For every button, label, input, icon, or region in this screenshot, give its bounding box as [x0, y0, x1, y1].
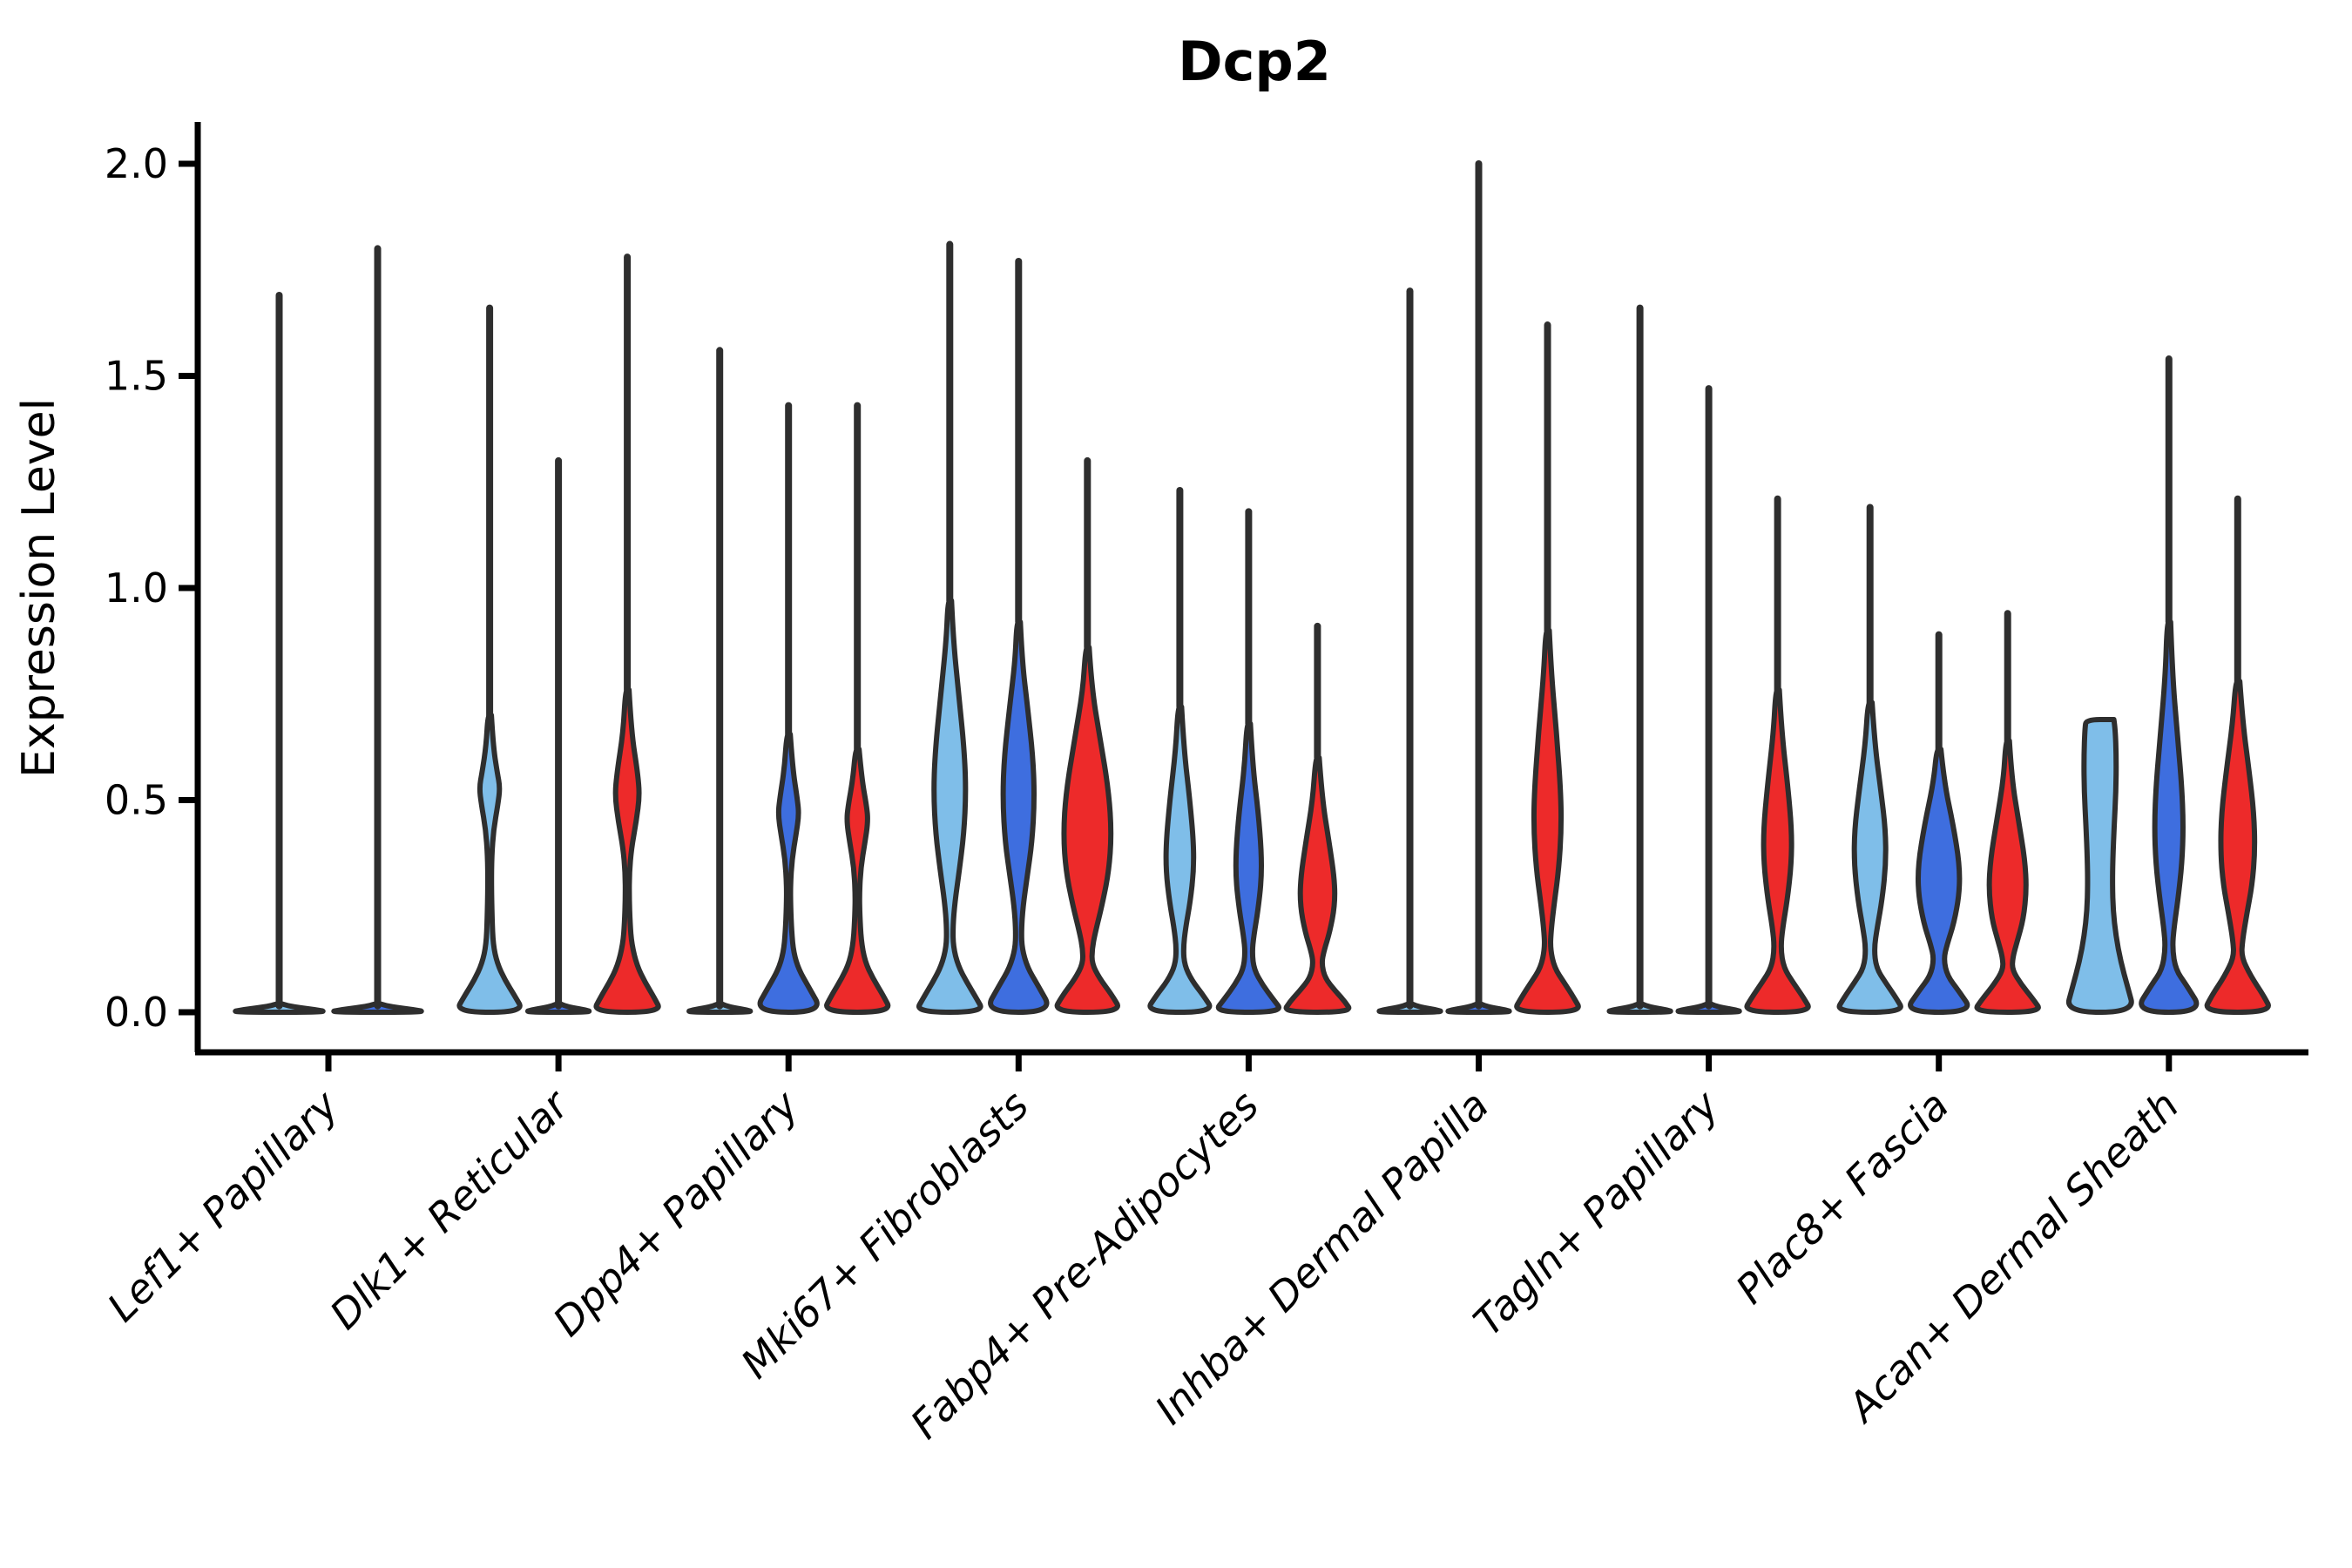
violin-inhba-dermal-papilla-dark-blue [1445, 160, 1512, 1015]
violin-mki67-fibroblasts-light-blue [916, 240, 983, 1015]
violin-body [1974, 738, 2041, 1015]
violin-dlk1-reticular-dark-blue [524, 456, 592, 1015]
violin-body [916, 598, 983, 1015]
violin-tagln-papillary-dark-blue [1675, 385, 1742, 1015]
x-tick-label: Lef1+ Papillary [98, 1081, 348, 1330]
violin-acan-dermal-sheath-light-blue [2065, 717, 2134, 1015]
y-axis-label: Expression Level [13, 398, 65, 778]
violin-tagln-papillary-red [1744, 495, 1811, 1015]
violin-body [1054, 645, 1120, 1015]
x-tick-label: Plac8+ Fascia [1727, 1082, 1957, 1313]
violin-mki67-fibroblasts-dark-blue [988, 258, 1050, 1015]
violin-dpp4-papillary-dark-blue [757, 402, 820, 1015]
y-tick-label: 0.5 [105, 777, 168, 824]
violin-dlk1-reticular-light-blue [456, 304, 523, 1015]
violin-body [988, 619, 1050, 1015]
x-tick-label: Dpp4+ Papillary [544, 1081, 808, 1345]
violin-body [2065, 717, 2134, 1015]
violin-plac8-fascia-dark-blue [1908, 631, 1970, 1015]
violin-fabp4-pre-adipocytes-light-blue [1147, 486, 1213, 1015]
violin-body [2204, 679, 2271, 1015]
y-tick-label: 1.5 [105, 353, 168, 400]
violin-body [1215, 720, 1282, 1015]
violin-fabp4-pre-adipocytes-red [1283, 622, 1352, 1015]
violin-inhba-dermal-papilla-light-blue [1376, 287, 1443, 1015]
violin-acan-dermal-sheath-red [2204, 495, 2271, 1015]
violin-dpp4-papillary-red [824, 402, 891, 1015]
violin-lef1-papillary-light-blue [233, 291, 326, 1015]
violin-body [1908, 747, 1970, 1015]
violin-inhba-dermal-papilla-red [1514, 321, 1581, 1015]
y-tick-label: 0.0 [105, 989, 168, 1036]
violin-body [456, 713, 523, 1015]
x-tick-label: Tagln+ Papillary [1464, 1081, 1728, 1345]
violin-plac8-fascia-red [1974, 610, 2041, 1015]
violin-body [593, 686, 661, 1015]
violins-layer [233, 160, 2271, 1015]
violin-body [824, 747, 891, 1015]
y-tick-label: 2.0 [105, 140, 168, 187]
violin-dpp4-papillary-light-blue [686, 347, 754, 1015]
violin-body [1514, 627, 1581, 1015]
violin-body [1744, 686, 1811, 1015]
violin-body [1836, 700, 1903, 1015]
chart-title: Dcp2 [1178, 30, 1331, 93]
violin-lef1-papillary-dark-blue [331, 245, 424, 1015]
violin-dlk1-reticular-red [593, 253, 661, 1015]
violin-body [757, 732, 820, 1015]
axes-layer [179, 122, 2308, 1071]
violin-acan-dermal-sheath-dark-blue [2139, 355, 2200, 1015]
y-tick-label: 1.0 [105, 564, 168, 612]
violin-mki67-fibroblasts-red [1054, 456, 1120, 1015]
violin-body [1283, 754, 1352, 1015]
violin-body [1147, 704, 1213, 1015]
violin-plac8-fascia-light-blue [1836, 504, 1903, 1015]
x-tick-label: Dlk1+ Reticular [321, 1079, 579, 1338]
violin-tagln-papillary-light-blue [1606, 304, 1673, 1015]
violin-fabp4-pre-adipocytes-dark-blue [1215, 508, 1282, 1015]
violin-body [2139, 619, 2200, 1015]
